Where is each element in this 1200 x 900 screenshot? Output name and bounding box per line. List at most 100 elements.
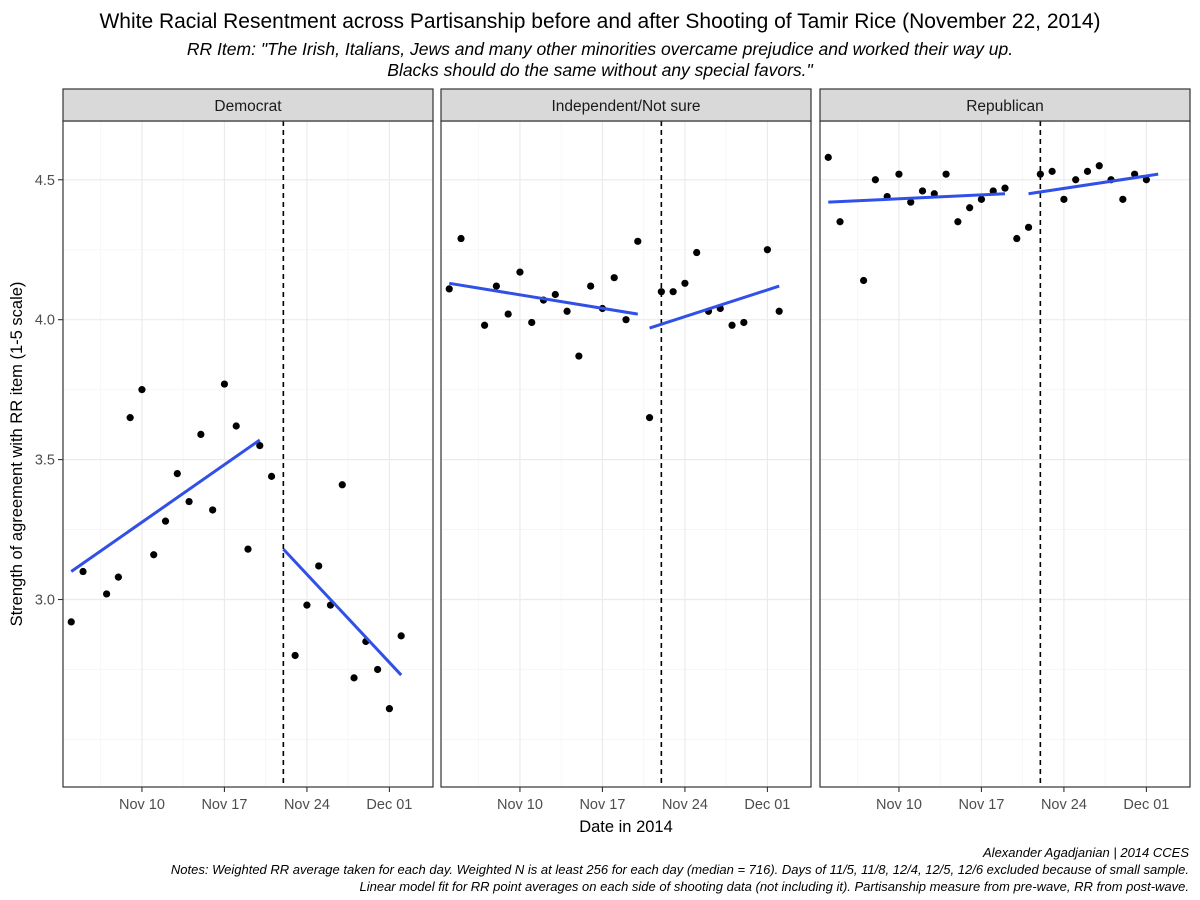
data-point	[492, 282, 500, 290]
x-axis-title: Date in 2014	[579, 818, 673, 836]
data-point	[303, 601, 311, 609]
panel-background	[63, 121, 433, 787]
x-tick-label: Dec 01	[1123, 797, 1169, 813]
facet-panels: Democrat Nov 10 Nov 17 Nov 24 Dec 01 3.0 3.5 4.…	[35, 88, 1191, 813]
y-tick-label: 3.5	[35, 453, 55, 469]
data-point	[1095, 162, 1103, 170]
data-point	[397, 632, 405, 640]
caption-author: Alexander Agadjanian | 2014 CCES	[982, 845, 1189, 860]
x-tick-label: Nov 17	[958, 797, 1004, 813]
x-tick-label: Nov 24	[662, 797, 708, 813]
data-point	[350, 674, 358, 682]
facet-label: Independent/Not sure	[551, 98, 700, 115]
data-point	[102, 590, 111, 598]
x-tick-label: Dec 01	[366, 797, 412, 813]
data-point	[445, 285, 453, 293]
data-point	[480, 321, 489, 329]
data-point	[918, 187, 927, 195]
data-point	[504, 310, 512, 318]
x-tick-label: Nov 17	[579, 797, 625, 813]
facet-label: Republican	[966, 98, 1044, 115]
data-point	[563, 307, 571, 315]
facet-independent-not-sure: Independent/Not sure Nov 10 Nov 17 Nov 24 De…	[440, 88, 812, 813]
data-point	[1083, 167, 1092, 175]
data-point	[669, 288, 677, 296]
data-point	[824, 153, 832, 161]
data-point	[1119, 195, 1127, 203]
data-point	[775, 307, 783, 315]
panel-background	[820, 121, 1190, 787]
data-point	[1072, 176, 1080, 184]
chart-subtitle-line-2: Blacks should do the same without any sp…	[387, 60, 813, 80]
data-point	[610, 274, 618, 282]
data-point	[575, 352, 583, 360]
panel-background	[441, 121, 811, 787]
data-point	[954, 218, 962, 226]
caption-notes-line-1: Notes: Weighted RR average taken for eac…	[171, 862, 1189, 877]
data-point	[79, 567, 87, 576]
data-point	[622, 316, 630, 324]
x-tick-label: Nov 24	[1041, 797, 1087, 813]
data-point	[338, 481, 346, 489]
y-tick-label: 3.0	[35, 593, 55, 609]
x-tick-label: Dec 01	[744, 797, 790, 813]
data-point	[859, 276, 868, 285]
chart-title: White Racial Resentment across Partisans…	[99, 10, 1100, 33]
data-point	[836, 218, 844, 226]
y-tick-label: 4.0	[35, 313, 55, 329]
data-point	[1001, 184, 1009, 192]
fit-line-after	[282, 548, 403, 677]
data-point	[681, 279, 689, 287]
data-point	[895, 170, 903, 178]
x-tick-label: Nov 10	[876, 797, 922, 813]
fit-line-after	[649, 284, 780, 330]
caption-notes-line-2: Linear model fit for RR point averages o…	[359, 879, 1189, 894]
data-point	[256, 442, 264, 450]
data-point	[907, 198, 915, 206]
x-tick-label: Nov 17	[201, 797, 247, 813]
data-point	[634, 237, 642, 245]
data-point	[645, 414, 654, 422]
data-point	[161, 517, 170, 525]
data-point	[220, 380, 229, 388]
x-tick-label: Nov 10	[497, 797, 543, 813]
data-point	[871, 176, 879, 184]
data-point	[173, 469, 181, 478]
data-point	[315, 562, 323, 570]
x-tick-label: Nov 24	[284, 797, 330, 813]
data-point	[267, 472, 276, 480]
data-point	[457, 234, 465, 243]
facet-strip	[440, 88, 812, 122]
data-point	[244, 545, 252, 553]
facet-strip	[819, 88, 1191, 122]
fit-line-before	[449, 281, 639, 316]
data-point	[114, 573, 122, 581]
facet-democrat: Democrat Nov 10 Nov 17 Nov 24 Dec 01 3.0 3.5 4.…	[35, 88, 434, 813]
facet-republican: Republican Nov 10 Nov 17 Nov 24 Dec 01	[819, 88, 1191, 813]
data-point	[209, 506, 217, 514]
data-point	[528, 318, 536, 327]
data-point	[126, 414, 134, 422]
data-point	[657, 288, 665, 296]
data-point	[966, 204, 974, 212]
data-point	[291, 651, 299, 660]
y-axis-title: Strength of agreement with RR item (1-5 …	[8, 282, 26, 627]
fit-line-before	[828, 192, 1006, 204]
data-point	[150, 551, 158, 559]
data-point	[1024, 223, 1033, 231]
data-point	[232, 422, 240, 430]
data-point	[185, 497, 193, 506]
y-tick-label: 4.5	[35, 173, 55, 189]
data-point	[1048, 167, 1056, 175]
data-point	[1036, 170, 1044, 178]
data-point	[197, 430, 205, 439]
data-point	[516, 268, 524, 276]
data-point	[138, 386, 146, 394]
facet-label: Democrat	[214, 98, 282, 115]
data-point	[587, 282, 595, 290]
data-point	[551, 290, 559, 299]
chart-subtitle-line-1: RR Item: "The Irish, Italians, Jews and …	[187, 39, 1013, 59]
data-point	[374, 665, 382, 674]
data-point	[763, 246, 772, 254]
